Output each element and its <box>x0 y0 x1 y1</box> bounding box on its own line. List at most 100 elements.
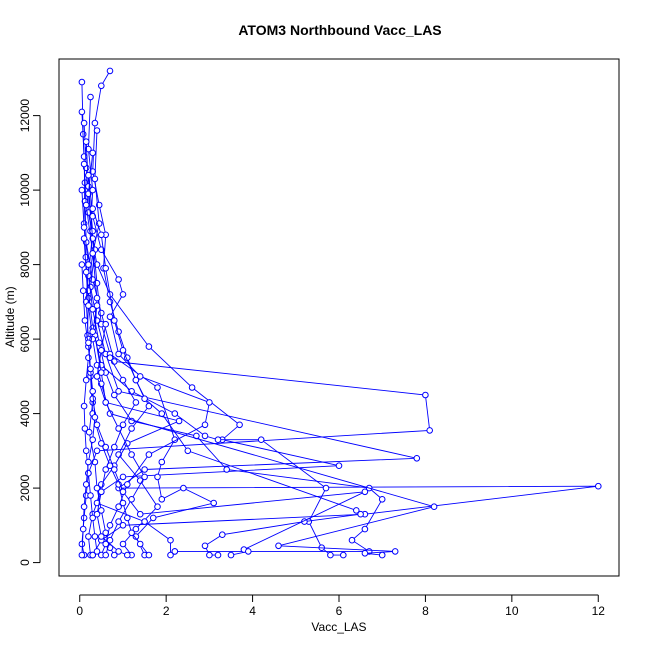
data-point <box>141 395 148 403</box>
data-point <box>119 421 127 429</box>
data-point <box>322 484 330 492</box>
data-point <box>85 354 92 362</box>
data-point <box>227 551 235 559</box>
data-point <box>171 410 179 417</box>
data-point <box>115 548 122 555</box>
data-point <box>119 347 127 354</box>
data-point <box>93 302 101 309</box>
data-point <box>201 432 209 440</box>
data-point <box>98 347 105 354</box>
data-point <box>91 119 99 127</box>
data-point <box>98 309 105 317</box>
data-point <box>85 428 93 436</box>
y-tick-label: 4000 <box>18 400 32 427</box>
y-tick-label: 6000 <box>18 325 32 352</box>
data-point <box>89 227 96 235</box>
data-point <box>378 496 386 503</box>
data-point <box>98 488 105 496</box>
data-point <box>158 410 166 417</box>
data-point <box>136 510 144 518</box>
data-point <box>85 533 92 540</box>
data-point <box>136 373 144 380</box>
data-point <box>219 531 226 539</box>
data-point <box>167 551 174 559</box>
data-point <box>98 533 105 540</box>
data-point <box>124 514 131 522</box>
data-point <box>111 443 118 451</box>
data-point <box>106 536 114 544</box>
data-point <box>128 425 135 432</box>
data-point <box>91 175 99 183</box>
x-axis-label: Vacc_LAS <box>311 620 366 634</box>
plot-data <box>78 67 602 559</box>
data-point <box>106 313 114 321</box>
data-point <box>595 482 602 490</box>
series-line-7 <box>85 141 383 552</box>
data-point <box>93 127 101 134</box>
data-point <box>93 510 101 518</box>
data-point <box>171 548 179 555</box>
data-point <box>124 481 131 488</box>
data-point <box>391 548 399 555</box>
data-point <box>106 354 114 362</box>
data-point <box>422 391 429 399</box>
y-tick-label: 0 <box>18 559 32 566</box>
data-point <box>87 365 94 373</box>
data-point <box>145 343 153 350</box>
data-point <box>115 388 122 395</box>
data-point <box>82 376 90 384</box>
x-axis: 0 2 4 6 8 10 12 <box>76 594 606 618</box>
data-point <box>102 443 109 451</box>
data-point <box>361 525 369 533</box>
data-point <box>180 484 187 492</box>
data-point <box>124 551 131 559</box>
data-point <box>80 235 88 242</box>
y-tick-label: 8000 <box>18 251 32 278</box>
data-point <box>85 302 92 309</box>
data-point <box>206 551 213 559</box>
series-line-8 <box>87 152 216 556</box>
data-point <box>154 473 161 481</box>
data-point <box>89 328 96 336</box>
data-point <box>102 399 109 406</box>
data-point <box>98 82 105 90</box>
data-point <box>85 261 92 268</box>
data-point <box>145 402 153 410</box>
data-point <box>89 551 96 559</box>
data-point <box>119 488 127 496</box>
data-point <box>80 503 88 511</box>
series-line-6 <box>87 130 344 556</box>
data-point <box>214 436 222 444</box>
data-point <box>136 540 144 548</box>
data-point <box>80 224 88 231</box>
data-point <box>175 417 183 425</box>
data-point <box>89 388 96 395</box>
y-axis: 0 2000 4000 6000 8000 10000 12000 <box>18 99 41 566</box>
y-tick-label: 2000 <box>18 474 32 501</box>
data-point <box>340 551 347 559</box>
series-line-9 <box>83 163 181 557</box>
x-tick-label: 12 <box>592 604 606 618</box>
x-tick-label: 4 <box>249 604 256 618</box>
data-point <box>93 499 101 507</box>
data-point <box>128 451 135 458</box>
data-point <box>353 507 360 514</box>
data-point <box>91 414 99 421</box>
data-point <box>93 447 101 455</box>
data-point <box>98 507 105 514</box>
data-point <box>93 421 101 429</box>
data-point <box>81 317 89 324</box>
series-line-10 <box>87 175 210 556</box>
data-point <box>93 373 101 380</box>
data-point <box>167 536 174 544</box>
data-point <box>111 317 118 324</box>
data-point <box>82 201 90 209</box>
data-point <box>378 551 386 559</box>
data-point <box>223 466 230 473</box>
data-point <box>79 287 87 295</box>
data-point <box>89 306 96 313</box>
data-point <box>82 268 90 276</box>
data-point <box>93 548 101 555</box>
x-tick-label: 10 <box>505 604 519 618</box>
